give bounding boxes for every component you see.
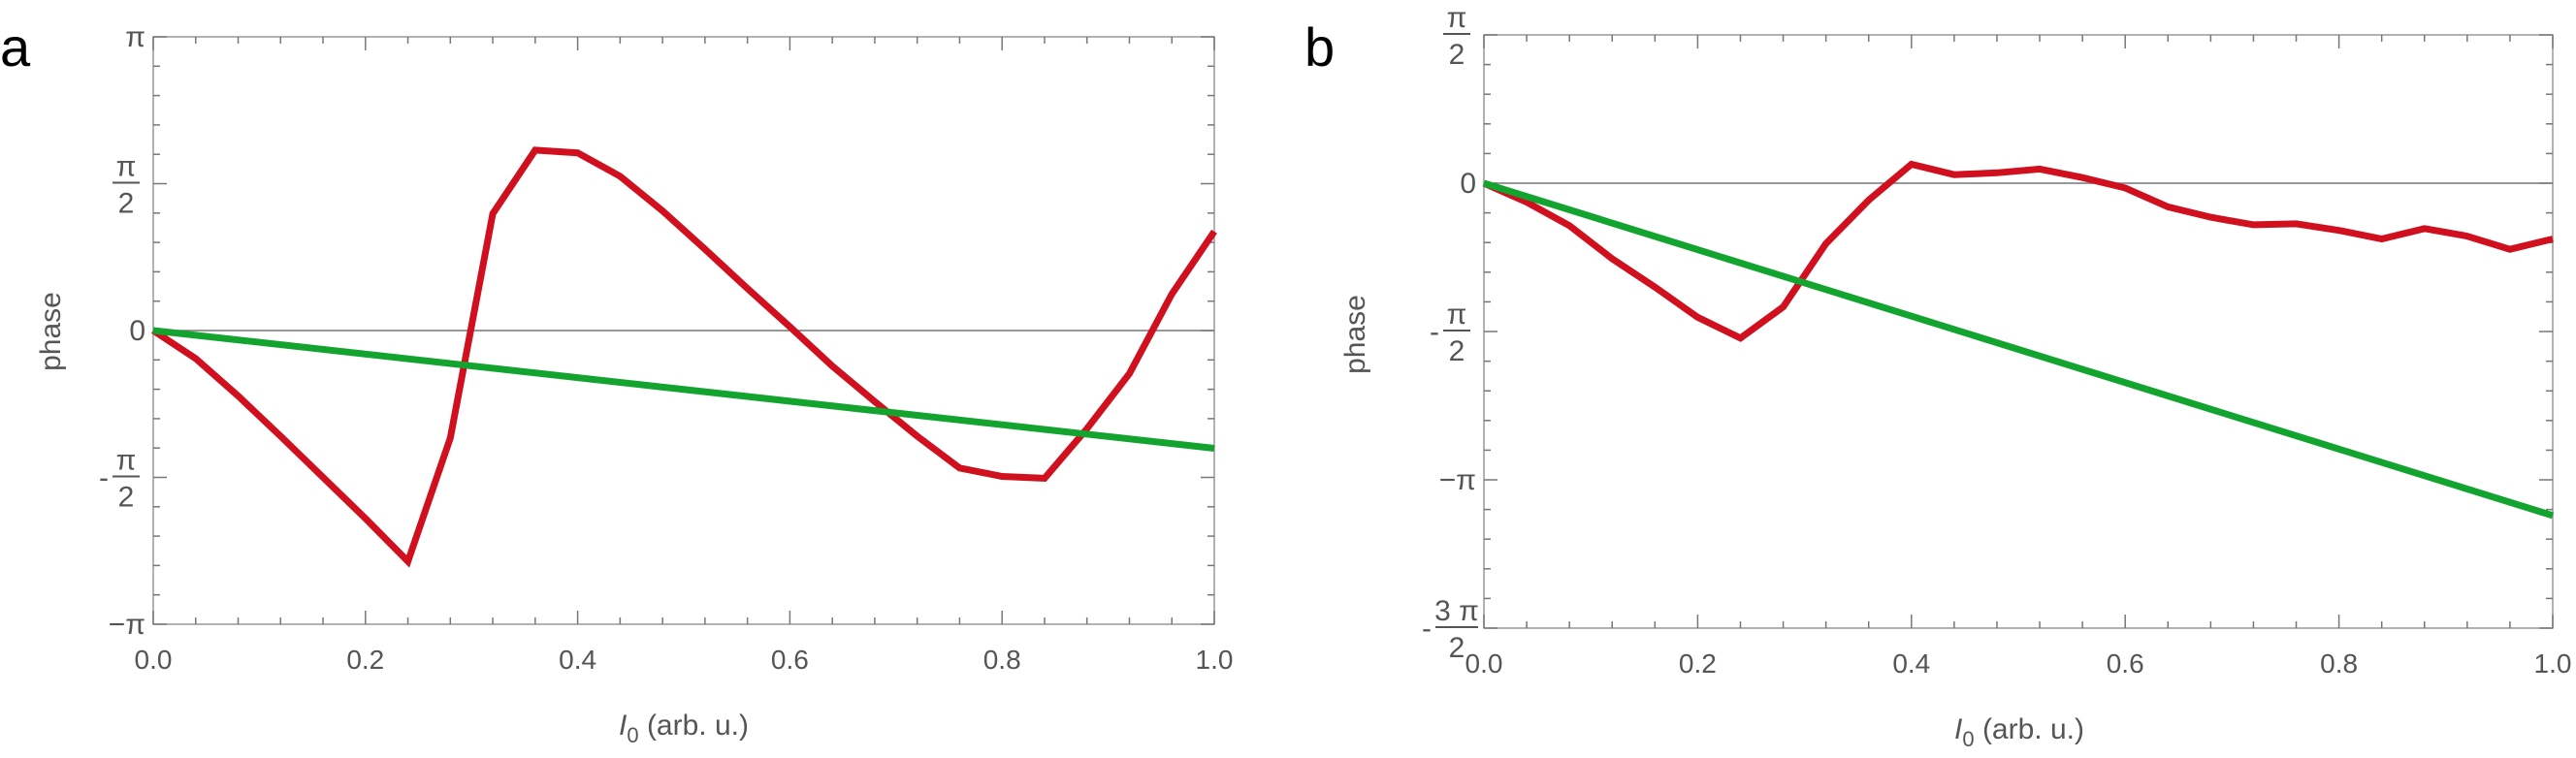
y-tick-numerator: π [116,445,137,477]
y-tick-denominator: 2 [1449,632,1465,664]
x-tick-label: 0.4 [1892,648,1930,679]
y-tick-label: −π [109,609,145,641]
x-tick-label: 0.8 [983,645,1021,675]
y-tick-denominator: 2 [1449,335,1465,367]
y-axis-label: phase [1339,295,1371,374]
x-axis-subscript: 0 [1962,727,1974,751]
y-tick-denominator: 2 [1449,39,1465,71]
panel-label: b [1304,16,1335,78]
y-tick-numerator: π [1447,299,1467,331]
x-tick-label: 1.0 [1196,645,1234,675]
series-line-green [152,327,1215,452]
y-tick-denominator: 2 [118,482,135,514]
y-axis-label: phase [35,292,67,371]
y-tick-fraction: π2 [1443,2,1470,71]
x-tick-label: 0.6 [2107,648,2144,679]
y-tick-fraction: π 2- [1430,299,1470,367]
y-tick-numerator: π [116,150,137,182]
series-line-red [1482,160,2554,342]
series-line-green [1482,179,2555,520]
x-axis-symbol: I [1954,713,1962,745]
x-axis-unit: (arb. u.) [639,710,749,742]
x-tick-label: 0.2 [346,645,384,675]
y-tick-fraction: 3 π 2- [1422,595,1479,664]
x-tick-label: 1.0 [2534,648,2572,679]
x-tick-label: 0.4 [559,645,596,675]
y-tick-denominator: 2 [118,187,135,219]
panel-label: a [0,16,31,78]
y-tick-label: 0 [1460,168,1476,200]
plot-frame [1483,34,2554,629]
y-tick-sign: - [1422,613,1432,645]
x-axis-subscript: 0 [627,723,638,747]
series-line-red [151,146,1217,568]
x-tick-label: 0.8 [2320,648,2358,679]
y-tick-fraction: π 2- [99,445,140,514]
y-tick-sign: - [1430,316,1439,348]
y-tick-numerator: 3 π [1434,595,1479,627]
x-tick-label: 0.2 [1679,648,1717,679]
x-tick-label: 0.0 [1465,648,1503,679]
y-tick-label: π [125,21,145,53]
y-tick-label: −π [1439,464,1476,496]
y-tick-numerator: π [1447,2,1467,34]
x-tick-label: 0.0 [135,645,173,675]
y-tick-sign: - [99,462,109,494]
x-axis-label: I0 (arb. u.) [619,710,749,747]
y-tick-fraction: π2 [113,150,140,219]
x-axis-symbol: I [619,710,627,742]
x-tick-label: 0.6 [771,645,809,675]
y-tick-label: 0 [129,315,145,347]
x-axis-unit: (arb. u.) [1975,713,2084,745]
x-axis-label: I0 (arb. u.) [1954,713,2084,751]
